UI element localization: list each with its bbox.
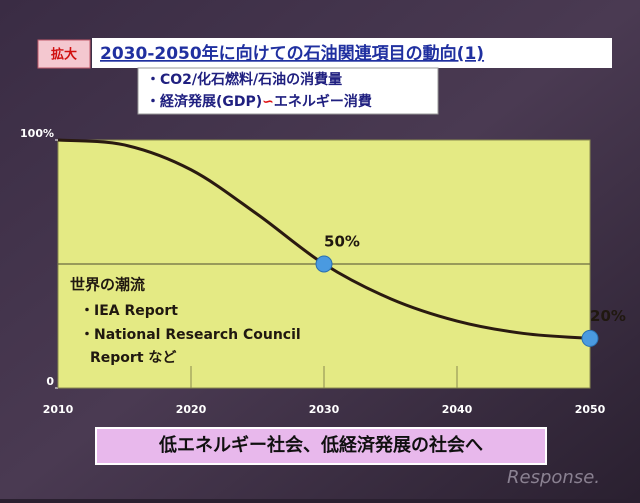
- banner-box: [95, 427, 547, 465]
- point: [315, 255, 333, 273]
- x-tick-label: 2040: [442, 403, 473, 416]
- subtitle-box: [137, 67, 439, 115]
- title-box: [92, 38, 612, 68]
- annotation: 世界の潮流: [70, 276, 145, 294]
- subtitle-symbol: ∽: [262, 94, 274, 110]
- x-tick-label: 2030: [309, 403, 340, 416]
- annotation: Report など: [90, 350, 176, 366]
- y-tick-label: 100%: [20, 127, 54, 140]
- subtitle-part: ・経済発展(GDP): [146, 93, 262, 110]
- subtitle: ・経済発展(GDP)∽エネルギー消費: [146, 93, 372, 110]
- data-label: 20%: [590, 307, 626, 325]
- x-tick-label: 2010: [43, 403, 74, 416]
- subtitle: ・CO2/化石燃料/石油の消費量: [146, 71, 342, 88]
- tag-box: [37, 39, 91, 69]
- annotation: ・IEA Report: [80, 303, 178, 319]
- x-tick-label: 2020: [176, 403, 207, 416]
- banner: 低エネルギー社会、低経済発展の社会へ: [158, 434, 483, 456]
- tag: 拡大: [51, 47, 77, 63]
- y-tick-label: 0: [46, 375, 54, 388]
- data-label: 50%: [324, 233, 360, 251]
- subtitle-part: エネルギー消費: [274, 93, 372, 110]
- point: [581, 329, 599, 347]
- annotation: ・National Research Council: [80, 327, 301, 343]
- x-tick-label: 2050: [575, 403, 606, 416]
- watermark: Response.: [507, 467, 600, 488]
- chart-title: 2030-2050年に向けての石油関連項目の動向(1): [100, 43, 484, 64]
